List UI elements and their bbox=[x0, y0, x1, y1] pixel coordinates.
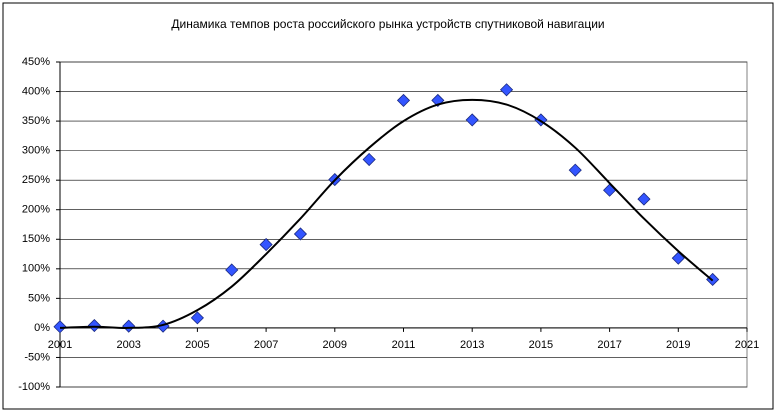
data-point bbox=[87, 318, 101, 333]
y-tick-label: 100% bbox=[22, 263, 50, 275]
data-point bbox=[465, 113, 479, 127]
data-point bbox=[53, 320, 67, 334]
y-tick-label: 150% bbox=[22, 233, 50, 245]
x-tick-label: 2007 bbox=[254, 339, 278, 351]
y-tick-label: 50% bbox=[28, 292, 50, 304]
data-point bbox=[122, 319, 136, 333]
y-tick-label: 0% bbox=[34, 322, 50, 334]
x-tick-label: 2017 bbox=[597, 339, 621, 351]
y-tick-label: 250% bbox=[22, 174, 50, 186]
y-tick-label: 300% bbox=[22, 145, 50, 157]
data-point bbox=[259, 238, 273, 252]
y-tick-label: 400% bbox=[22, 85, 50, 97]
y-tick-label: -100% bbox=[18, 381, 50, 393]
x-tick-label: 2009 bbox=[323, 339, 347, 351]
x-tick-label: 2015 bbox=[529, 339, 553, 351]
x-tick-label: 2003 bbox=[116, 339, 140, 351]
plot-area bbox=[59, 61, 748, 388]
x-tick-label: 2011 bbox=[392, 339, 416, 351]
x-tick-label: 2005 bbox=[185, 339, 209, 351]
x-tick-label: 2021 bbox=[735, 339, 759, 351]
data-point bbox=[499, 83, 514, 97]
trend-line bbox=[59, 98, 714, 329]
x-tick-label: 2013 bbox=[460, 339, 484, 351]
y-tick-label: 200% bbox=[22, 204, 50, 216]
data-point bbox=[671, 251, 685, 265]
data-point bbox=[225, 263, 239, 277]
data-point bbox=[293, 227, 308, 241]
y-tick-label: 350% bbox=[22, 115, 50, 127]
chart-title: Динамика темпов роста российского рынка … bbox=[171, 17, 604, 31]
y-tick-label: 450% bbox=[22, 56, 50, 68]
y-tick-label: -50% bbox=[24, 351, 50, 363]
data-point bbox=[362, 152, 376, 167]
data-point bbox=[637, 192, 651, 206]
data-point bbox=[396, 93, 411, 107]
data-point bbox=[190, 311, 204, 325]
x-tick-label: 2001 bbox=[48, 339, 72, 351]
data-point bbox=[568, 163, 582, 177]
x-tick-label: 2019 bbox=[666, 339, 690, 351]
